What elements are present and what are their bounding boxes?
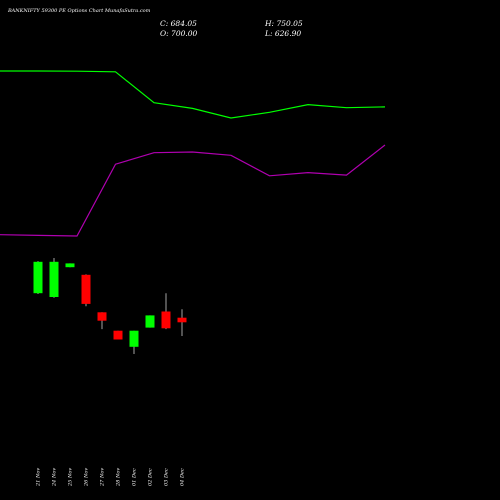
- date-label: 04 Dec: [180, 468, 186, 486]
- date-label: 21 Nov: [36, 468, 42, 487]
- magenta-indicator-line: [0, 144, 386, 237]
- candle-up: [33, 261, 43, 294]
- date-label: 01 Dec: [132, 468, 138, 486]
- date-label: 27 Nov: [100, 468, 106, 487]
- date-label: 24 Nov: [52, 468, 58, 487]
- candle-up: [145, 315, 155, 328]
- candle-down: [81, 274, 91, 304]
- candle-up: [129, 330, 139, 347]
- green-indicator-line: [0, 70, 386, 119]
- date-label: 28 Nov: [116, 468, 122, 487]
- candle-up: [65, 263, 75, 268]
- date-label: 03 Dec: [164, 468, 170, 486]
- candle-down: [177, 317, 187, 323]
- date-label: 02 Dec: [148, 468, 154, 486]
- candle-down: [161, 311, 171, 329]
- date-label: 25 Nov: [68, 468, 74, 487]
- open-value: O: 700.00: [160, 29, 198, 38]
- close-value: C: 684.05: [160, 19, 197, 28]
- chart-title: BANKNIFTY 59300 PE Options Chart MunafaS…: [8, 8, 151, 14]
- candle-up: [49, 261, 59, 297]
- date-label: 26 Nov: [84, 468, 90, 487]
- candle-down: [97, 312, 107, 321]
- high-value: H: 750.05: [265, 19, 303, 28]
- candle-down: [113, 330, 123, 340]
- low-value: L: 626.90: [265, 29, 302, 38]
